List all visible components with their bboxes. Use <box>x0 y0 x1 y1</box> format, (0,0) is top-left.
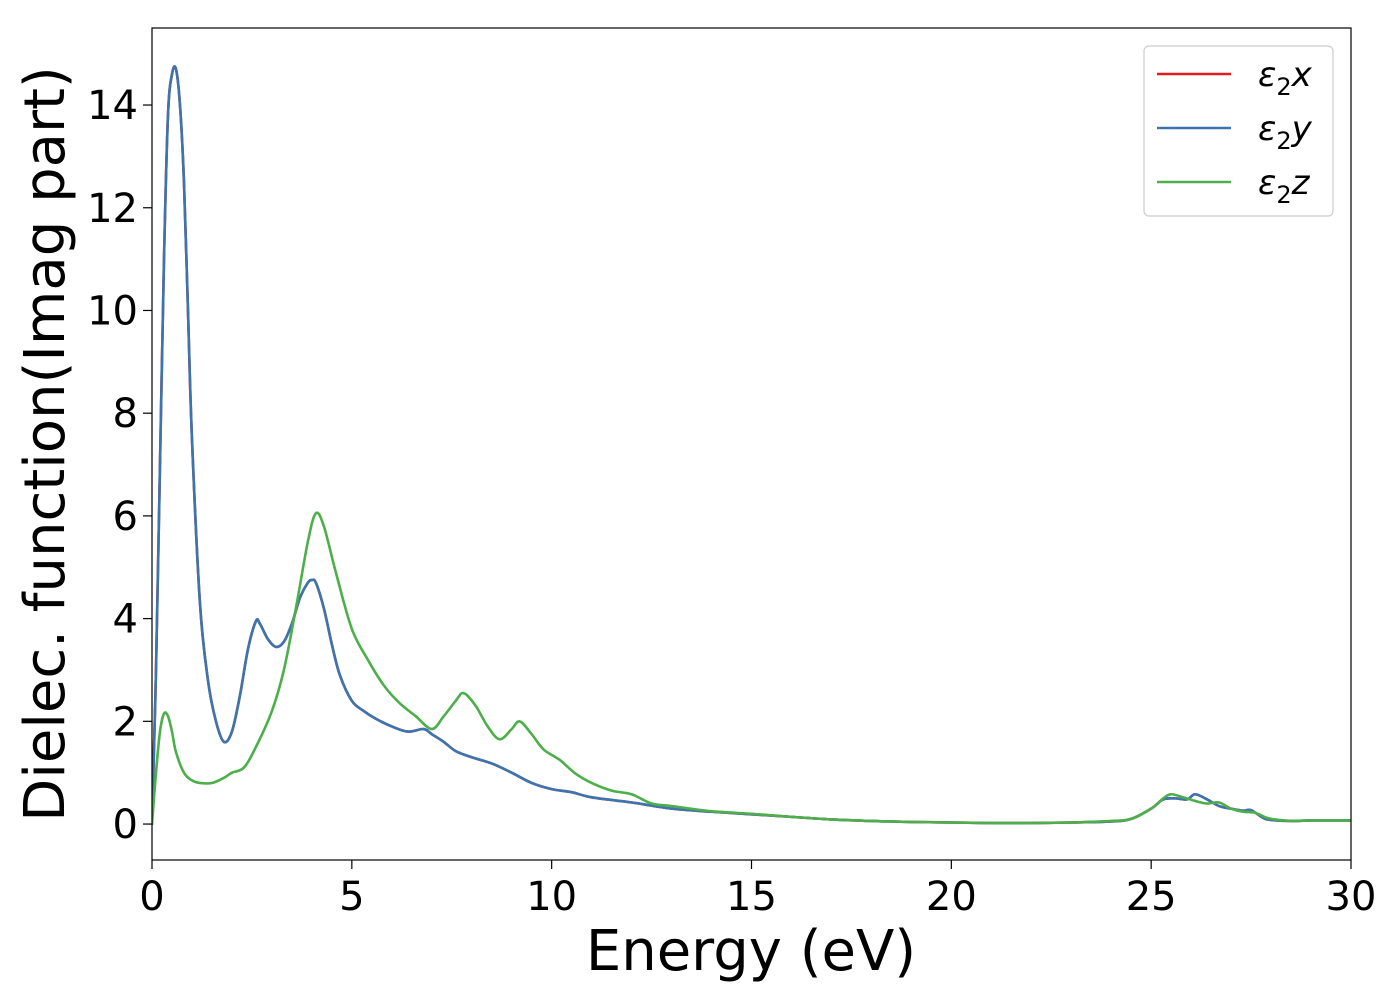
y-tick-label: 14 <box>87 83 138 129</box>
x-tick-label: 25 <box>1126 874 1177 920</box>
y-axis-title: Dielec. function(Imag part) <box>13 66 78 822</box>
x-axis-title: Energy (eV) <box>586 919 916 984</box>
y-tick-label: 8 <box>113 391 138 437</box>
y-tick-label: 10 <box>87 288 138 334</box>
series-line-z <box>152 511 1351 826</box>
legend-suffix: x <box>1291 55 1313 95</box>
legend-symbol: ε <box>1258 163 1276 203</box>
legend-label-z: ε2z <box>1258 163 1311 209</box>
legend-label-x: ε2x <box>1258 55 1313 101</box>
y-tick-label: 0 <box>113 802 138 848</box>
legend-suffix: z <box>1291 163 1311 203</box>
legend-symbol: ε <box>1258 109 1276 149</box>
y-axis: 0 2 4 6 8 10 12 14 <box>87 83 152 848</box>
legend-box <box>1143 45 1334 217</box>
x-tick-label: 0 <box>139 874 164 920</box>
x-tick-label: 10 <box>526 874 577 920</box>
x-tick-label: 30 <box>1326 874 1377 920</box>
legend-label-y: ε2y <box>1258 109 1313 155</box>
legend-suffix: y <box>1291 109 1313 149</box>
y-tick-label: 2 <box>113 699 138 745</box>
y-tick-label: 4 <box>113 597 138 643</box>
legend-subscript: 2 <box>1276 127 1291 155</box>
x-tick-label: 15 <box>726 874 777 920</box>
legend-subscript: 2 <box>1276 73 1291 101</box>
x-tick-label: 20 <box>926 874 977 920</box>
series-layer <box>152 65 1351 826</box>
legend-symbol: ε <box>1258 55 1276 95</box>
y-tick-label: 6 <box>113 494 138 540</box>
x-tick-label: 5 <box>339 874 364 920</box>
legend-subscript: 2 <box>1276 181 1291 209</box>
y-tick-label: 12 <box>87 186 138 232</box>
x-axis: 0 5 10 15 20 25 30 <box>139 860 1376 920</box>
